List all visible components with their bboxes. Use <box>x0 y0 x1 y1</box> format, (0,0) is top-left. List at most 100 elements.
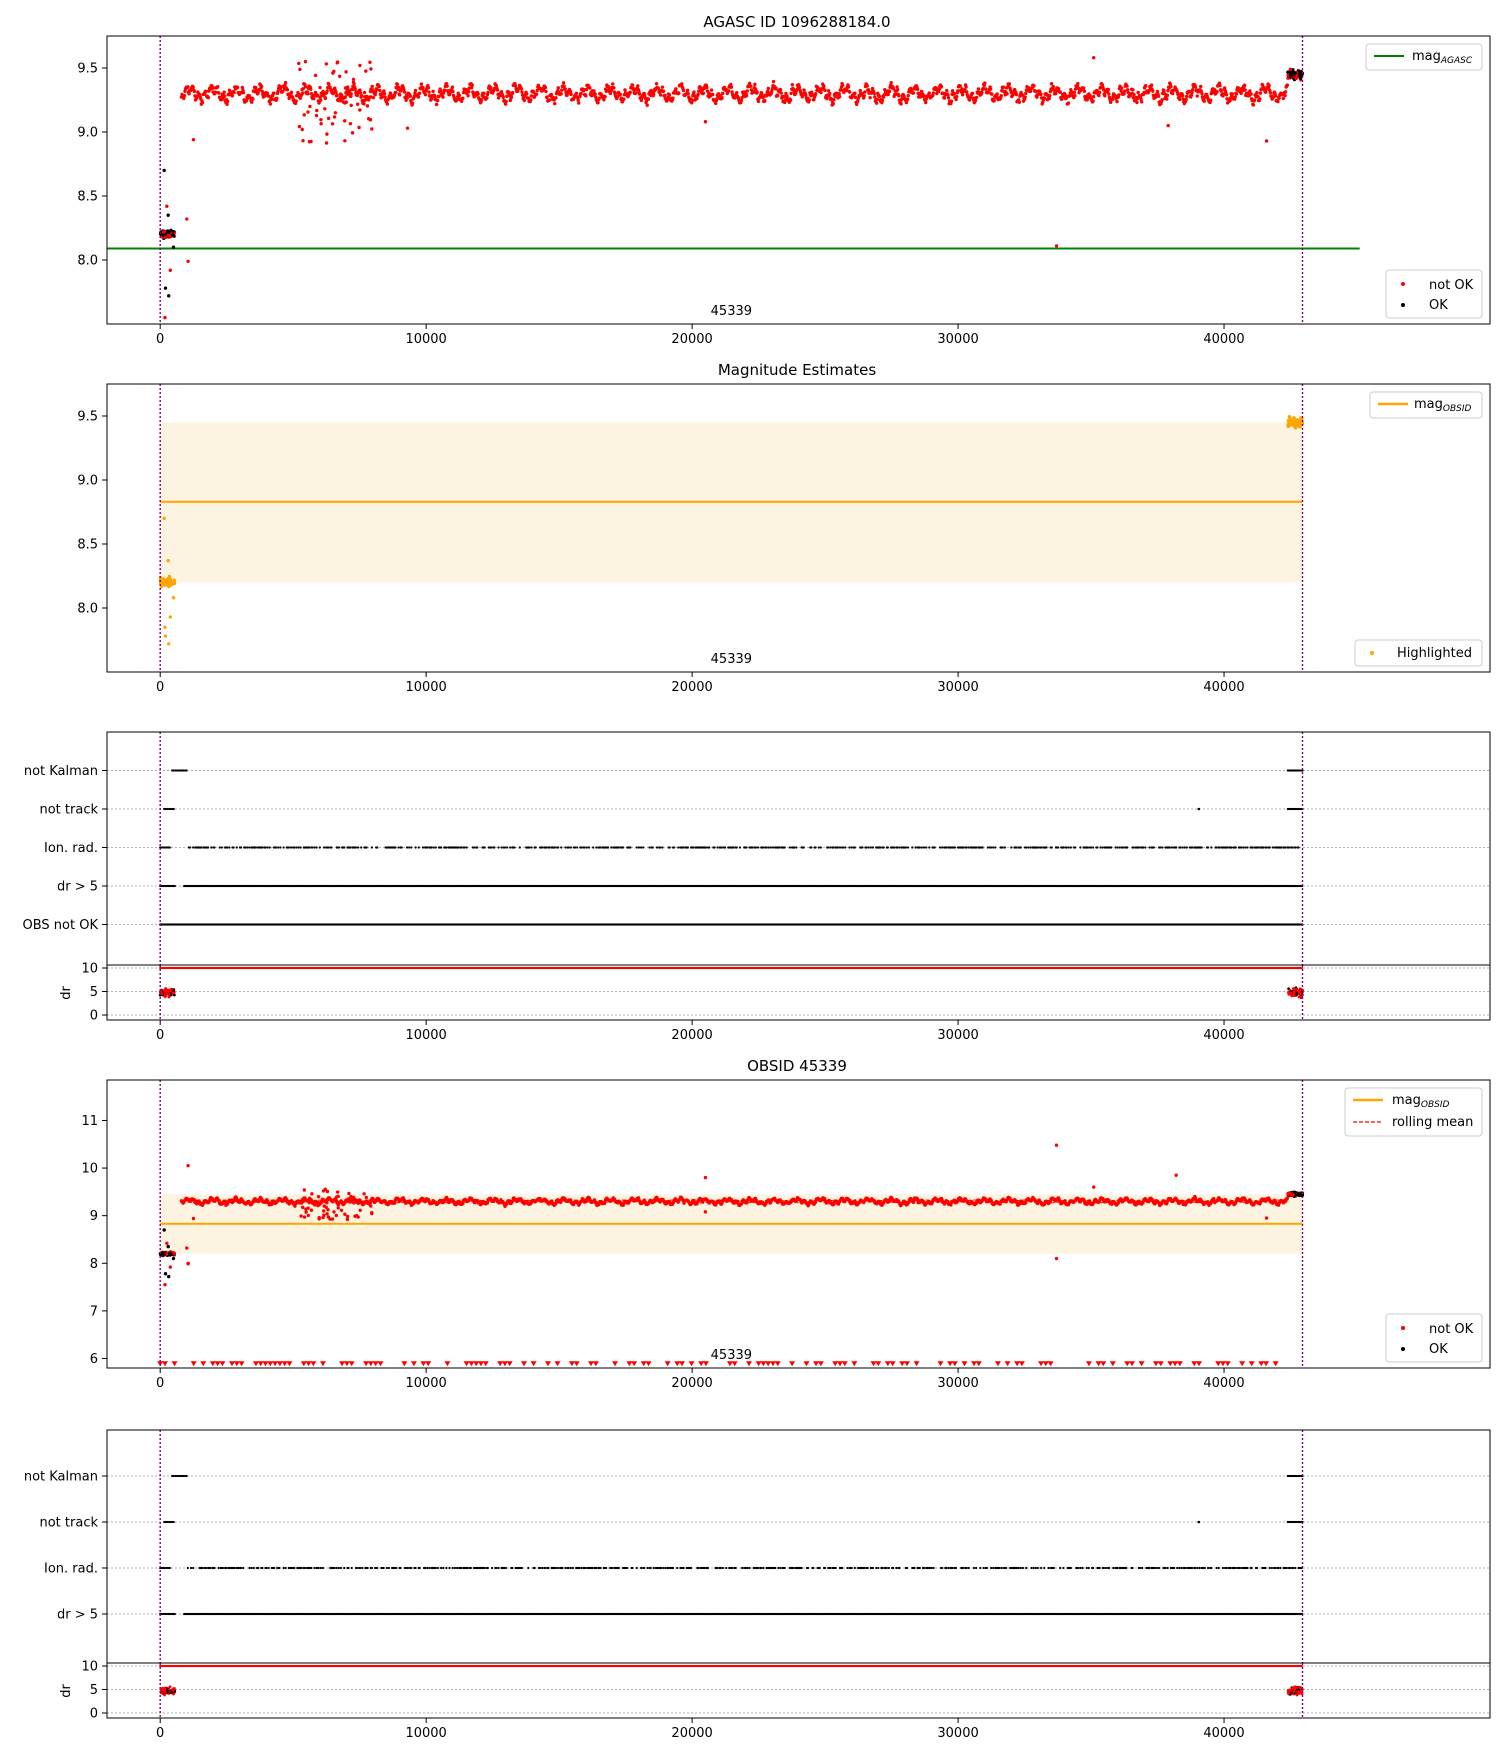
flag-point <box>553 846 556 849</box>
data-point-not-ok <box>701 91 706 96</box>
flag-point <box>906 846 910 849</box>
data-point-not-ok <box>191 137 196 142</box>
flag-point <box>682 846 685 849</box>
flag-point <box>1197 807 1201 811</box>
data-point-not-ok <box>577 101 581 105</box>
data-point-not-ok <box>385 102 390 106</box>
data-point-not-ok <box>774 86 778 90</box>
flag-point <box>248 846 251 849</box>
flag-point <box>911 846 914 849</box>
data-point-not-ok <box>623 88 627 92</box>
data-point-not-ok <box>275 96 279 101</box>
flag-point <box>802 846 805 849</box>
data-point-not-ok <box>709 88 714 92</box>
flag-point <box>610 846 613 849</box>
data-point-not-ok <box>660 85 665 89</box>
data-point-not-ok <box>466 93 470 98</box>
flag-point <box>677 846 680 849</box>
data-point-not-ok <box>696 92 700 97</box>
data-point-not-ok <box>1072 90 1077 95</box>
data-point-not-ok <box>485 96 489 100</box>
data-point-not-ok <box>705 85 709 90</box>
flag-point <box>1210 846 1213 849</box>
data-point-not-ok <box>720 96 724 100</box>
data-point-not-ok <box>695 96 699 101</box>
data-point-not-ok <box>1165 93 1170 98</box>
data-point-not-ok <box>396 85 401 90</box>
flag-point <box>981 846 984 849</box>
y-tick-label: 9.0 <box>77 474 98 489</box>
data-point-not-ok <box>889 81 893 85</box>
data-point-not-ok <box>1120 86 1124 90</box>
data-point-not-ok <box>1181 97 1185 101</box>
flag-point <box>765 846 768 849</box>
flag-point <box>408 846 411 849</box>
data-point-not-ok <box>1066 101 1071 105</box>
flag-point <box>1170 846 1174 849</box>
data-point-not-ok <box>1242 83 1247 87</box>
data-point-not-ok <box>217 91 221 95</box>
data-point-not-ok <box>437 94 441 99</box>
flag-point <box>460 846 463 849</box>
flag-point <box>928 846 931 849</box>
data-point-not-ok <box>504 99 508 104</box>
data-point-not-ok <box>622 97 626 101</box>
data-point-not-ok <box>1165 97 1169 101</box>
data-point-not-ok <box>663 93 667 97</box>
flag-point <box>500 846 503 849</box>
flag-point <box>1297 846 1300 849</box>
data-point-not-ok <box>1073 93 1077 98</box>
data-point-not-ok <box>873 95 877 99</box>
data-point-not-ok <box>268 102 273 106</box>
data-point-not-ok <box>603 95 607 99</box>
data-point-not-ok <box>315 108 319 113</box>
data-point-not-ok <box>802 88 806 92</box>
flag-point <box>871 846 875 849</box>
data-point-not-ok <box>461 90 466 95</box>
data-point-not-ok <box>254 85 258 90</box>
flag-point <box>497 846 500 849</box>
flag-point <box>417 846 420 849</box>
data-point-not-ok <box>1176 92 1180 96</box>
data-point-not-ok <box>544 89 548 94</box>
data-point-not-ok <box>1258 97 1262 101</box>
flag-point <box>580 846 583 849</box>
flag-point <box>534 846 537 849</box>
data-point-not-ok <box>272 91 276 95</box>
data-point-not-ok <box>1054 244 1059 248</box>
flag-point <box>965 846 968 849</box>
flag-point <box>629 846 632 849</box>
data-point-not-ok <box>1135 100 1139 105</box>
data-point-not-ok <box>1190 88 1195 92</box>
data-point-not-ok <box>352 81 356 86</box>
flag-point <box>716 846 719 849</box>
data-point-not-ok <box>225 102 229 107</box>
flag-point <box>463 846 466 849</box>
data-point-not-ok <box>649 88 654 93</box>
data-point-not-ok <box>790 83 795 87</box>
data-point-not-ok <box>509 95 514 99</box>
data-point-highlighted <box>1292 416 1296 420</box>
data-point-not-ok <box>880 98 885 103</box>
flag-point <box>1239 846 1243 849</box>
data-point-not-ok <box>1125 88 1130 92</box>
flag-point <box>793 846 796 849</box>
data-point-not-ok <box>939 84 944 89</box>
flag-point <box>962 846 965 849</box>
data-point-not-ok <box>164 235 168 239</box>
data-point-not-ok <box>280 89 285 94</box>
data-point-not-ok <box>1200 92 1204 96</box>
data-point-not-ok <box>618 92 623 97</box>
data-point-not-ok <box>609 88 614 93</box>
data-point-not-ok <box>1011 92 1016 96</box>
data-point-not-ok <box>927 91 931 95</box>
flag-point <box>778 846 781 849</box>
data-point-not-ok <box>703 120 708 124</box>
data-point-not-ok <box>1281 96 1285 101</box>
flag-point <box>337 846 341 849</box>
x-tick-label: 30000 <box>937 332 978 347</box>
data-point-not-ok <box>312 96 316 101</box>
data-point-not-ok <box>1233 95 1237 99</box>
data-point-not-ok <box>1166 123 1170 128</box>
